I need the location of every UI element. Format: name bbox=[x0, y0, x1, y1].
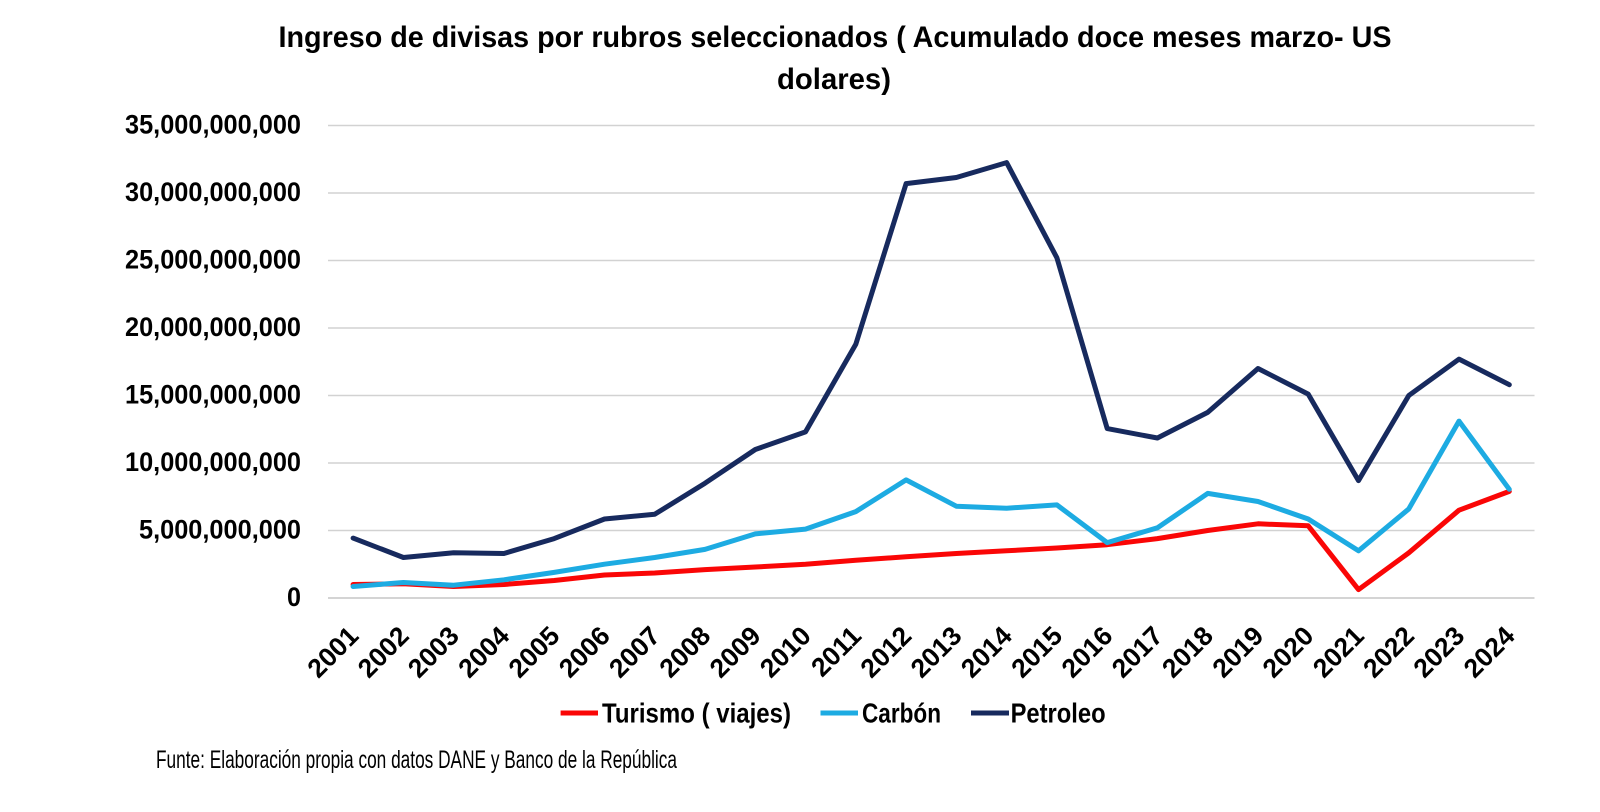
svg-text:35,000,000,000: 35,000,000,000 bbox=[125, 110, 301, 140]
svg-text:dolares): dolares) bbox=[777, 63, 891, 96]
svg-text:Carbón: Carbón bbox=[862, 698, 941, 729]
svg-text:Ingreso de divisas por rubros: Ingreso de divisas por rubros selecciona… bbox=[279, 21, 1392, 54]
svg-text:Funte: Elaboración propia con: Funte: Elaboración propia con datos DANE… bbox=[156, 746, 677, 774]
svg-text:25,000,000,000: 25,000,000,000 bbox=[125, 245, 301, 275]
svg-text:15,000,000,000: 15,000,000,000 bbox=[125, 380, 301, 410]
svg-text:Petroleo: Petroleo bbox=[1011, 698, 1106, 729]
svg-text:20,000,000,000: 20,000,000,000 bbox=[125, 312, 301, 342]
svg-text:5,000,000,000: 5,000,000,000 bbox=[139, 515, 301, 545]
svg-text:0: 0 bbox=[287, 582, 301, 612]
svg-text:30,000,000,000: 30,000,000,000 bbox=[125, 177, 301, 207]
svg-text:10,000,000,000: 10,000,000,000 bbox=[125, 447, 301, 477]
svg-text:Turismo ( viajes): Turismo ( viajes) bbox=[602, 698, 791, 729]
